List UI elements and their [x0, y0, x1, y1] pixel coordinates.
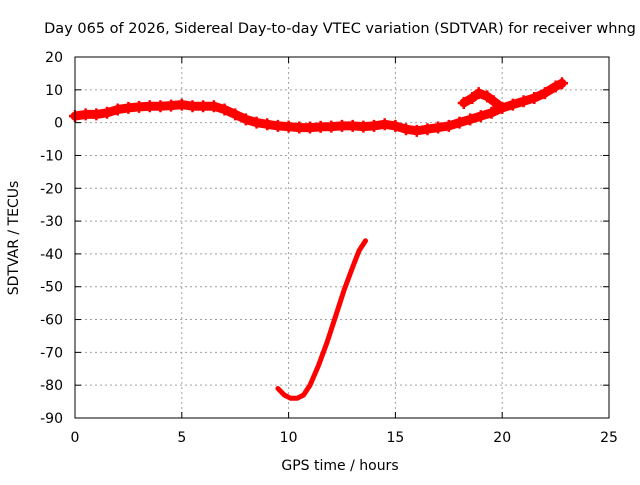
data-point	[165, 99, 178, 112]
grid	[75, 57, 609, 418]
data-point	[175, 98, 188, 111]
data-point	[239, 113, 252, 126]
data-point	[474, 110, 487, 123]
y-tick-label: -40	[40, 247, 63, 263]
data-point	[250, 116, 263, 129]
data-point	[357, 120, 370, 133]
data-point	[229, 108, 242, 121]
data-point	[538, 87, 551, 100]
data-point	[472, 87, 485, 100]
data-point	[556, 77, 569, 90]
data-point	[271, 119, 284, 132]
data-point	[133, 100, 146, 113]
x-tick-label: 25	[600, 430, 618, 446]
y-tick-label: 10	[45, 83, 63, 99]
data-point	[90, 108, 103, 121]
data-point	[261, 118, 274, 131]
data-point	[421, 123, 434, 136]
y-tick-label: -80	[40, 378, 63, 394]
data-point	[528, 92, 541, 105]
series-group	[69, 77, 569, 401]
data-point	[154, 100, 167, 113]
data-point	[293, 121, 306, 134]
x-tick-label: 20	[493, 430, 511, 446]
y-tick-label: -60	[40, 313, 63, 329]
data-point	[496, 101, 509, 114]
data-point	[410, 124, 423, 137]
data-point	[517, 95, 530, 108]
plot-frame	[74, 56, 610, 419]
data-point	[368, 119, 381, 132]
data-point	[481, 90, 494, 103]
y-tick-label: -30	[40, 214, 63, 230]
data-point	[464, 113, 477, 126]
data-point	[314, 120, 327, 133]
y-tick-labels: 20 10 0 -10 -20 -30 -40 -50 -60 -70 -80 -90	[40, 50, 63, 427]
data-point	[378, 118, 391, 131]
data-point	[218, 103, 231, 116]
data-point	[506, 98, 519, 111]
y-tick-label: 0	[54, 116, 63, 132]
data-point	[207, 100, 220, 113]
data-point	[122, 101, 135, 114]
data-point	[303, 121, 316, 134]
data-point	[282, 120, 295, 133]
data-point	[487, 95, 500, 108]
data-point	[346, 119, 359, 132]
x-tick-label: 5	[177, 430, 186, 446]
data-point	[325, 120, 338, 133]
data-point	[549, 80, 562, 93]
y-tick-label: 20	[45, 50, 63, 66]
data-point	[186, 100, 199, 113]
x-tick-label: 10	[280, 430, 298, 446]
data-point	[457, 96, 470, 109]
data-point	[466, 92, 479, 105]
data-point	[389, 119, 402, 132]
x-tick-labels: 0 5 10 15 20 25	[71, 430, 618, 446]
y-tick-label: -90	[40, 411, 63, 427]
data-point	[143, 100, 156, 113]
y-tick-label: -50	[40, 280, 63, 296]
x-tick-label: 0	[71, 430, 80, 446]
chart-title: Day 065 of 2026, Sidereal Day-to-day VTE…	[44, 21, 636, 37]
x-axis-label: GPS time / hours	[281, 458, 398, 474]
y-tick-label: -70	[40, 345, 63, 361]
y-tick-label: -10	[40, 148, 63, 164]
data-point	[336, 119, 348, 132]
series-line-drop	[275, 238, 368, 401]
data-point	[400, 123, 413, 136]
data-point	[197, 100, 210, 113]
data-point	[79, 108, 92, 121]
data-point	[101, 106, 114, 119]
tick-marks	[74, 56, 610, 419]
data-point	[442, 119, 455, 132]
y-axis-label: SDTVAR / TECUs	[6, 181, 22, 296]
y-tick-label: -20	[40, 181, 63, 197]
data-point	[432, 121, 445, 134]
data-point	[111, 103, 124, 116]
data-point	[453, 116, 466, 129]
x-tick-label: 15	[386, 430, 404, 446]
data-point	[485, 106, 498, 119]
